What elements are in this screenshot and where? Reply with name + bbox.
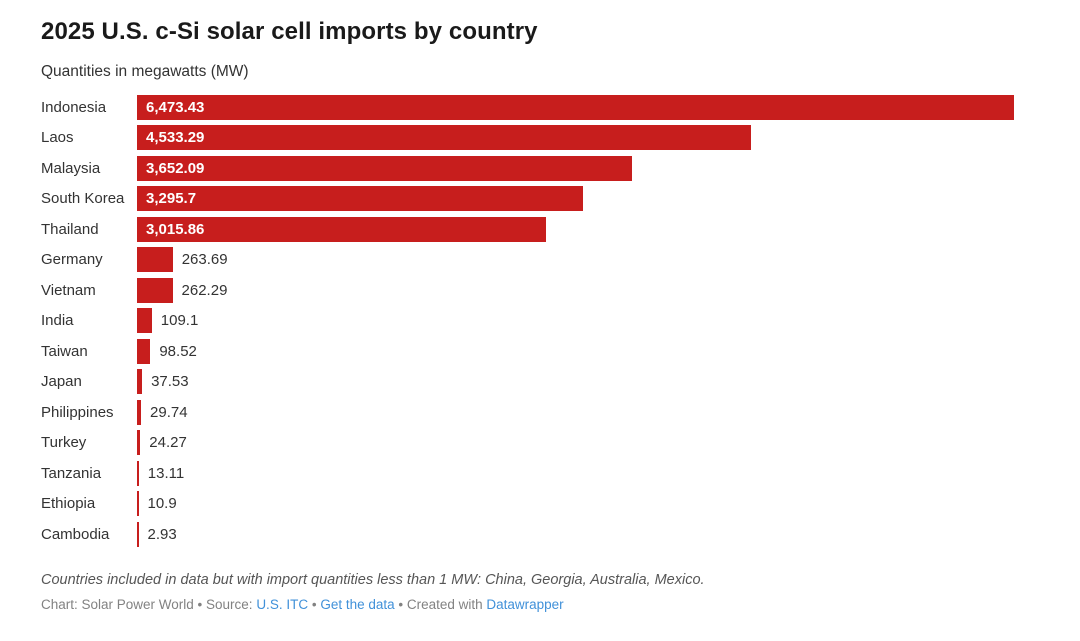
chart-row-turkey: Turkey 24.27 xyxy=(41,427,1055,458)
bar-tanzania xyxy=(137,460,139,486)
value-label-philippines: 29.74 xyxy=(150,403,188,421)
attribution-text: Chart: Solar Power World • Source: xyxy=(41,597,257,613)
country-label-ethiopia: Ethiopia xyxy=(41,495,96,513)
bar-area: 2.93 xyxy=(137,521,1055,547)
bar-area: 29.74 xyxy=(137,399,1055,425)
country-label-japan: Japan xyxy=(41,373,82,391)
value-label-thailand: 3,015.86 xyxy=(146,220,205,238)
value-label-japan: 37.53 xyxy=(151,373,189,391)
country-label-laos: Laos xyxy=(41,129,74,147)
value-label-malaysia: 3,652.09 xyxy=(146,159,205,177)
country-label-tanzania: Tanzania xyxy=(41,464,102,482)
bar-laos xyxy=(137,125,752,151)
country-label-south-korea: South Korea xyxy=(41,190,125,208)
attribution-text: • Created with xyxy=(394,597,487,613)
country-label-india: India xyxy=(41,312,74,330)
bar-thailand xyxy=(137,216,546,242)
bar-area: 24.27 xyxy=(137,430,1055,456)
chart-row-india: India 109.1 xyxy=(41,305,1055,336)
value-label-turkey: 24.27 xyxy=(149,434,187,452)
bar-area: 263.69 xyxy=(137,247,1055,273)
bar-area: 6,473.43 xyxy=(137,94,1055,120)
bar-vietnam xyxy=(137,277,173,303)
country-label-cambodia: Cambodia xyxy=(41,525,110,543)
bar-area: 3,652.09 xyxy=(137,155,1055,181)
country-label-indonesia: Indonesia xyxy=(41,98,107,116)
bar-chart: Indonesia 6,473.43 Laos 4,533.29 Malaysia 3,6… xyxy=(41,92,1055,550)
chart-row-philippines: Philippines 29.74 xyxy=(41,397,1055,428)
chart-row-indonesia: Indonesia 6,473.43 xyxy=(41,92,1055,123)
value-label-germany: 263.69 xyxy=(181,251,228,269)
chart-subtitle: Quantities in megawatts (MW) xyxy=(41,62,249,80)
bar-malaysia xyxy=(137,155,632,181)
bar-area: 4,533.29 xyxy=(137,125,1055,151)
value-label-india: 109.1 xyxy=(160,312,199,330)
country-label-germany: Germany xyxy=(41,251,103,269)
footer-note: Countries included in data but with impo… xyxy=(41,572,705,589)
bar-area: 3,015.86 xyxy=(137,216,1055,242)
bar-ethiopia xyxy=(137,491,139,517)
chart-row-malaysia: Malaysia 3,652.09 xyxy=(41,153,1055,184)
bar-area: 10.9 xyxy=(137,491,1055,517)
bar-cambodia xyxy=(137,521,139,547)
chart-row-germany: Germany 263.69 xyxy=(41,244,1055,275)
bar-area: 109.1 xyxy=(137,308,1055,334)
value-label-ethiopia: 10.9 xyxy=(147,495,177,513)
value-label-indonesia: 6,473.43 xyxy=(146,98,205,116)
attribution-line: Chart: Solar Power World • Source: U.S. … xyxy=(41,597,1055,612)
chart-row-cambodia: Cambodia 2.93 xyxy=(41,519,1055,550)
bar-taiwan xyxy=(137,338,151,364)
bar-area: 262.29 xyxy=(137,277,1055,303)
bar-india xyxy=(137,308,152,334)
value-label-tanzania: 13.11 xyxy=(147,464,185,482)
bar-area: 37.53 xyxy=(137,369,1055,395)
bar-japan xyxy=(137,369,143,395)
country-label-vietnam: Vietnam xyxy=(41,281,96,299)
link-get-the-data[interactable]: Get the data xyxy=(320,597,395,613)
link-datawrapper[interactable]: Datawrapper xyxy=(486,597,564,613)
value-label-vietnam: 262.29 xyxy=(181,281,228,299)
value-label-south-korea: 3,295.7 xyxy=(146,190,197,208)
chart-row-laos: Laos 4,533.29 xyxy=(41,122,1055,153)
bar-germany xyxy=(137,247,173,273)
bar-area: 98.52 xyxy=(137,338,1055,364)
attribution-text: • xyxy=(308,597,321,613)
chart-row-ethiopia: Ethiopia 10.9 xyxy=(41,488,1055,519)
chart-row-tanzania: Tanzania 13.11 xyxy=(41,458,1055,489)
value-label-cambodia: 2.93 xyxy=(147,525,177,543)
chart-container: 2025 U.S. c-Si solar cell imports by cou… xyxy=(41,18,1055,612)
value-label-laos: 4,533.29 xyxy=(146,129,205,147)
bar-area: 3,295.7 xyxy=(137,186,1055,212)
chart-row-south-korea: South Korea 3,295.7 xyxy=(41,183,1055,214)
country-label-malaysia: Malaysia xyxy=(41,159,101,177)
chart-row-taiwan: Taiwan 98.52 xyxy=(41,336,1055,367)
chart-row-thailand: Thailand 3,015.86 xyxy=(41,214,1055,245)
country-label-turkey: Turkey xyxy=(41,434,87,452)
page-title: 2025 U.S. c-Si solar cell imports by cou… xyxy=(41,18,538,45)
value-label-taiwan: 98.52 xyxy=(159,342,197,360)
bar-indonesia xyxy=(137,94,1014,120)
chart-row-vietnam: Vietnam 262.29 xyxy=(41,275,1055,306)
chart-row-japan: Japan 37.53 xyxy=(41,366,1055,397)
country-label-philippines: Philippines xyxy=(41,403,114,421)
bar-philippines xyxy=(137,399,142,425)
bar-turkey xyxy=(137,430,141,456)
country-label-taiwan: Taiwan xyxy=(41,342,88,360)
bar-south-korea xyxy=(137,186,584,212)
country-label-thailand: Thailand xyxy=(41,220,99,238)
bar-area: 13.11 xyxy=(137,460,1055,486)
link-u-s-itc[interactable]: U.S. ITC xyxy=(256,597,309,613)
